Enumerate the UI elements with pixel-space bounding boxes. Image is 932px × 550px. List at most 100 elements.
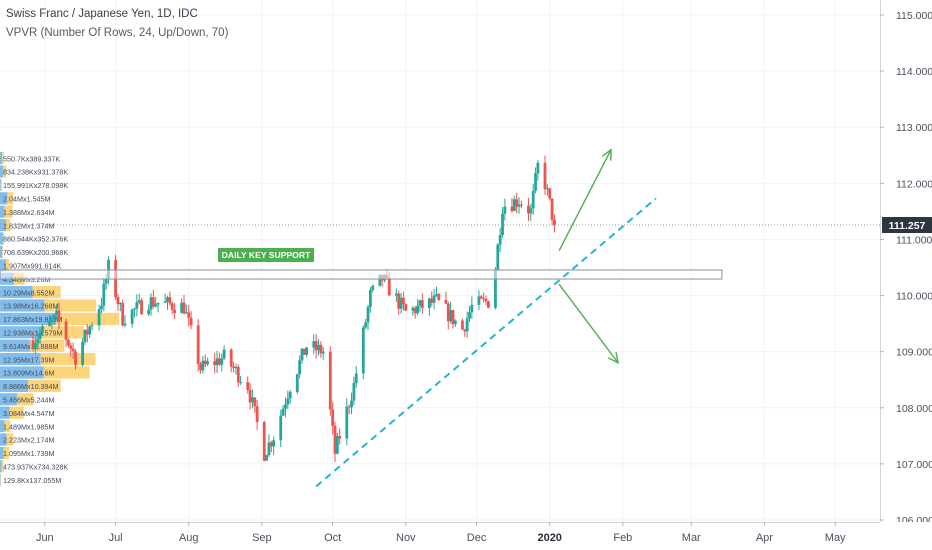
candle-body — [501, 213, 504, 235]
candle-body — [361, 327, 365, 374]
volume-profile-up-bar — [0, 366, 44, 379]
candle-body — [104, 278, 108, 284]
volume-profile-down-bar — [17, 393, 34, 406]
candle-body — [251, 397, 254, 403]
volume-profile-label: 8.886Mx10.394M — [3, 382, 59, 391]
price-tick-label: 114.000 — [896, 66, 932, 78]
candle-body — [479, 296, 483, 299]
candle-body — [496, 244, 500, 271]
volume-profile-up-bar — [0, 460, 2, 473]
volume-profile-label: 12.95Mx17.39M — [3, 355, 55, 364]
candle-body — [182, 302, 186, 314]
volume-profile-label: 550.7Kx389.337K — [3, 154, 60, 163]
candle-body — [121, 303, 125, 326]
candle-body — [314, 341, 318, 351]
candle-body — [50, 319, 54, 322]
candle-body — [449, 310, 453, 322]
candle-body — [510, 206, 514, 212]
volume-profile-up-bar — [0, 205, 5, 218]
candle-body — [180, 302, 184, 314]
volume-profile-down-bar — [4, 420, 11, 433]
volume-profile-up-bar — [0, 299, 45, 312]
candle-body — [269, 442, 273, 447]
candle-body — [482, 298, 486, 300]
candle-body — [88, 326, 92, 335]
candle-body — [265, 455, 268, 461]
candle-body — [201, 360, 205, 371]
candle-body — [222, 349, 226, 359]
candle-body — [486, 301, 490, 308]
candle-body — [411, 307, 415, 311]
candle-body — [366, 306, 370, 323]
candle-body — [166, 297, 169, 302]
candle-body — [461, 320, 464, 330]
candle-body — [463, 329, 467, 332]
candle-body — [420, 300, 424, 308]
candle-body — [55, 310, 59, 315]
candle-body — [331, 409, 335, 426]
volume-profile-up-bar — [0, 393, 18, 406]
candle-body — [196, 325, 200, 365]
price-tick-label: 113.000 — [896, 122, 932, 134]
candle-body — [220, 358, 224, 365]
candle-body — [300, 348, 304, 361]
candle-body — [203, 360, 207, 365]
candle-body — [140, 300, 143, 315]
candle-body — [319, 344, 323, 354]
time-tick-label: Aug — [179, 532, 199, 544]
candle-body — [255, 406, 259, 423]
volume-profile-down-bar — [28, 379, 61, 392]
volume-profile-up-bar — [0, 245, 3, 258]
time-tick-label: 2020 — [537, 532, 561, 544]
support-label-background — [218, 248, 314, 262]
volume-profile-down-bar — [40, 326, 84, 339]
candle-body — [517, 204, 521, 207]
price-tick-label: 108.000 — [896, 403, 932, 415]
candle-body — [345, 406, 349, 439]
candle-body — [118, 303, 122, 305]
candle-body — [404, 304, 408, 311]
candle-body — [295, 374, 299, 392]
candle-body — [151, 297, 155, 307]
volume-profile-up-bar — [0, 433, 7, 446]
last-price-label-background — [882, 217, 932, 234]
price-axis: 115.000 114.000 113.000 112.000 111.000 110.0… — [880, 0, 932, 550]
candle-body — [418, 300, 422, 306]
volume-profile-down-bar — [2, 152, 4, 165]
candle-body — [494, 270, 497, 308]
volume-profile-up-bar — [0, 165, 3, 178]
candle-body — [527, 205, 530, 214]
volume-profile-down-bar — [5, 259, 9, 272]
volume-profile-up-bar — [0, 379, 29, 392]
candle-body — [545, 188, 549, 190]
candle-body — [41, 325, 44, 333]
volume-profile-down-bar — [56, 312, 120, 325]
time-axis: Jun Jul Aug Sep Oct Nov Dec 2020 Feb Mar Apr May — [0, 522, 932, 550]
candle-body — [347, 406, 351, 408]
volume-profile-label: 834.238Kx931.378K — [3, 168, 68, 177]
chart-title: Swiss Franc / Japanese Yen, 1D, IDC — [6, 8, 198, 20]
candle-body — [36, 338, 40, 344]
candle-body — [239, 382, 243, 384]
candle-body — [156, 302, 160, 305]
volume-profile-label: 473.937Kx734.328K — [3, 463, 68, 472]
candle-body — [515, 199, 519, 207]
candle-body — [187, 312, 191, 318]
volume-profile-down-bar — [2, 232, 5, 245]
time-tick-label: May — [825, 532, 846, 544]
volume-profile-label: 9.614Mx10.888M — [3, 342, 59, 351]
volume-profile-up-bar — [0, 178, 1, 191]
indicator-legend: VPVR (Number Of Rows, 24, Up/Down, 70) — [6, 27, 229, 39]
candle-body — [248, 389, 252, 403]
volume-profile-up-bar — [0, 286, 33, 299]
candle-body — [338, 436, 342, 439]
volume-profile-down-bar — [32, 286, 61, 299]
candle-body — [288, 391, 292, 399]
candle-body — [272, 440, 276, 447]
candle-body — [189, 317, 193, 326]
candle-body — [168, 297, 172, 304]
candle-body — [234, 366, 238, 369]
candle-body — [83, 329, 87, 342]
candle-body — [437, 294, 441, 300]
